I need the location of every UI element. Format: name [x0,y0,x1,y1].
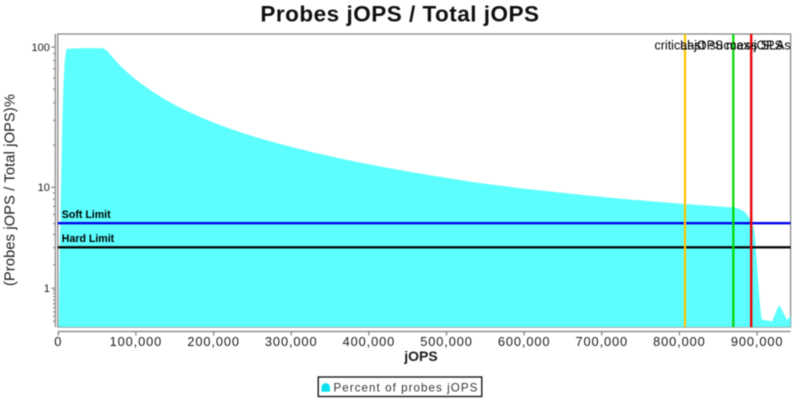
svg-text:200,000: 200,000 [187,334,240,349]
svg-text:800,000: 800,000 [653,334,706,349]
svg-text:Hard Limit: Hard Limit [62,233,115,245]
svg-text:400,000: 400,000 [343,334,396,349]
svg-text:jOPS: jOPS [403,348,437,364]
svg-text:(Probes jOPS / Total jOPS)%: (Probes jOPS / Total jOPS)% [3,94,19,286]
svg-text:1: 1 [44,283,50,295]
svg-text:10: 10 [38,182,50,194]
svg-text:Soft Limit: Soft Limit [62,209,111,221]
svg-text:0: 0 [54,334,62,349]
svg-text:500,000: 500,000 [420,334,473,349]
svg-text:300,000: 300,000 [265,334,318,349]
svg-text:Last success: Last success [680,39,758,53]
svg-text:900,000: 900,000 [731,334,784,349]
svg-text:100: 100 [32,42,50,54]
svg-text:600,000: 600,000 [498,334,551,349]
svg-text:max-jOPS: max-jOPS [726,39,783,53]
svg-text:Probes jOPS / Total jOPS: Probes jOPS / Total jOPS [260,1,539,26]
svg-text:100,000: 100,000 [110,334,163,349]
svg-text:Percent of probes jOPS: Percent of probes jOPS [334,381,479,394]
svg-text:critical-jOPS: critical-jOPS [655,39,724,53]
svg-text:700,000: 700,000 [576,334,629,349]
svg-text:SLAs: SLAs [761,39,791,53]
